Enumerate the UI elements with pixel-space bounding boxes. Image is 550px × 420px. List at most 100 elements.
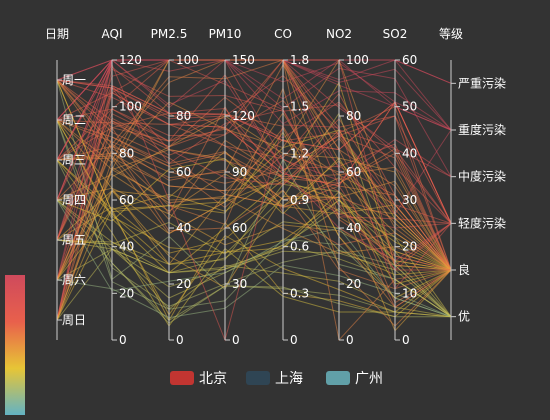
data-line[interactable] xyxy=(56,119,452,271)
data-line[interactable] xyxy=(56,115,452,281)
data-line[interactable] xyxy=(56,74,452,271)
data-line[interactable] xyxy=(56,59,452,271)
data-line[interactable] xyxy=(56,79,452,224)
tick-label: 1.5 xyxy=(290,100,309,114)
data-line[interactable] xyxy=(56,119,452,304)
tick-label: 90 xyxy=(232,165,247,179)
tick-label: 周五 xyxy=(62,233,86,247)
tick-label: 120 xyxy=(119,53,142,67)
data-line[interactable] xyxy=(56,59,452,262)
tick-label: 30 xyxy=(232,277,247,291)
data-line[interactable] xyxy=(56,189,452,332)
tick-label: 周六 xyxy=(62,273,86,287)
axis-1: AQI 0 20 40 60 80 100 120 xyxy=(102,27,142,347)
axis-3: PM10 0 30 60 90 120 150 xyxy=(209,27,255,347)
tick-label: 1.8 xyxy=(290,53,309,67)
tick-label: 80 xyxy=(176,109,191,123)
legend-label: 广州 xyxy=(355,371,383,387)
axis-name: NO2 xyxy=(326,27,352,41)
tick-label: 100 xyxy=(346,53,369,67)
data-line[interactable] xyxy=(56,264,452,319)
tick-label: 40 xyxy=(119,240,134,254)
tick-label: 0 xyxy=(176,333,184,347)
data-line[interactable] xyxy=(56,112,452,271)
tick-label: 60 xyxy=(402,53,417,67)
tick-label: 60 xyxy=(232,221,247,235)
data-line[interactable] xyxy=(56,63,452,342)
data-line[interactable] xyxy=(56,63,452,281)
tick-label: 80 xyxy=(346,109,361,123)
legend-item[interactable]: 广州 xyxy=(326,371,383,387)
tick-label: 10 xyxy=(402,286,417,300)
series-2-lines xyxy=(56,58,452,342)
data-line[interactable] xyxy=(56,159,452,285)
legend-swatch xyxy=(170,371,194,385)
data-line[interactable] xyxy=(56,199,452,318)
data-line[interactable] xyxy=(56,199,452,318)
legend-swatch xyxy=(246,371,270,385)
data-line[interactable] xyxy=(56,79,452,224)
legend-item[interactable]: 上海 xyxy=(246,371,303,387)
tick-label: 0.6 xyxy=(290,240,309,254)
data-line[interactable] xyxy=(56,127,452,308)
visual-map xyxy=(5,275,25,415)
tick-label: 重度污染 xyxy=(458,122,506,137)
data-line[interactable] xyxy=(56,159,452,327)
tick-label: 0.9 xyxy=(290,193,309,207)
data-line[interactable] xyxy=(56,143,452,290)
tick-label: 50 xyxy=(402,100,417,114)
tick-label: 良 xyxy=(458,262,470,277)
tick-label: 60 xyxy=(346,165,361,179)
axis-4: CO 0 0.3 0.6 0.9 1.2 1.5 1.8 xyxy=(274,27,309,347)
tick-label: 0.3 xyxy=(290,286,309,300)
data-line[interactable] xyxy=(56,79,452,271)
data-line[interactable] xyxy=(56,59,452,161)
data-line[interactable] xyxy=(56,113,452,271)
tick-label: 60 xyxy=(176,165,191,179)
data-line[interactable] xyxy=(56,84,452,281)
tick-label: 周日 xyxy=(62,313,86,327)
tick-label: 100 xyxy=(119,100,142,114)
data-line[interactable] xyxy=(56,86,452,327)
tick-label: 20 xyxy=(346,277,361,291)
data-line[interactable] xyxy=(56,79,452,224)
data-line[interactable] xyxy=(56,79,452,224)
axis-name: SO2 xyxy=(383,27,408,41)
tick-label: 40 xyxy=(346,221,361,235)
tick-label: 周二 xyxy=(62,113,86,127)
tick-label: 20 xyxy=(176,277,191,291)
legend: 北京 上海 广州 xyxy=(170,371,383,387)
tick-label: 0 xyxy=(232,333,240,347)
axis-name: CO xyxy=(274,27,292,41)
data-line[interactable] xyxy=(56,190,452,276)
tick-label: 120 xyxy=(232,109,255,123)
data-line[interactable] xyxy=(56,79,452,271)
axis-7: 等级优 良 轻度污染 中度污染 重度污染 严重污染 xyxy=(439,27,506,340)
data-line[interactable] xyxy=(56,112,452,318)
axis-name: 日期 xyxy=(45,27,69,41)
legend-item[interactable]: 北京 xyxy=(170,371,227,387)
tick-label: 20 xyxy=(119,286,134,300)
axis-name: PM10 xyxy=(209,27,242,41)
data-line[interactable] xyxy=(56,91,452,321)
data-line[interactable] xyxy=(56,79,452,318)
visual-map-bar[interactable] xyxy=(5,275,25,415)
data-line[interactable] xyxy=(56,59,452,271)
data-line[interactable] xyxy=(56,239,452,318)
tick-label: 30 xyxy=(402,193,417,207)
data-line[interactable] xyxy=(56,160,452,271)
tick-label: 周四 xyxy=(62,193,86,207)
data-line[interactable] xyxy=(56,58,452,271)
data-line[interactable] xyxy=(56,244,452,321)
tick-label: 周三 xyxy=(62,153,86,167)
data-line[interactable] xyxy=(56,118,452,321)
data-line[interactable] xyxy=(56,131,452,321)
data-line[interactable] xyxy=(56,168,452,321)
data-line[interactable] xyxy=(56,143,452,281)
tick-label: 中度污染 xyxy=(458,169,506,184)
legend-label: 北京 xyxy=(199,371,227,387)
tick-label: 0 xyxy=(119,333,127,347)
data-line[interactable] xyxy=(56,157,452,271)
